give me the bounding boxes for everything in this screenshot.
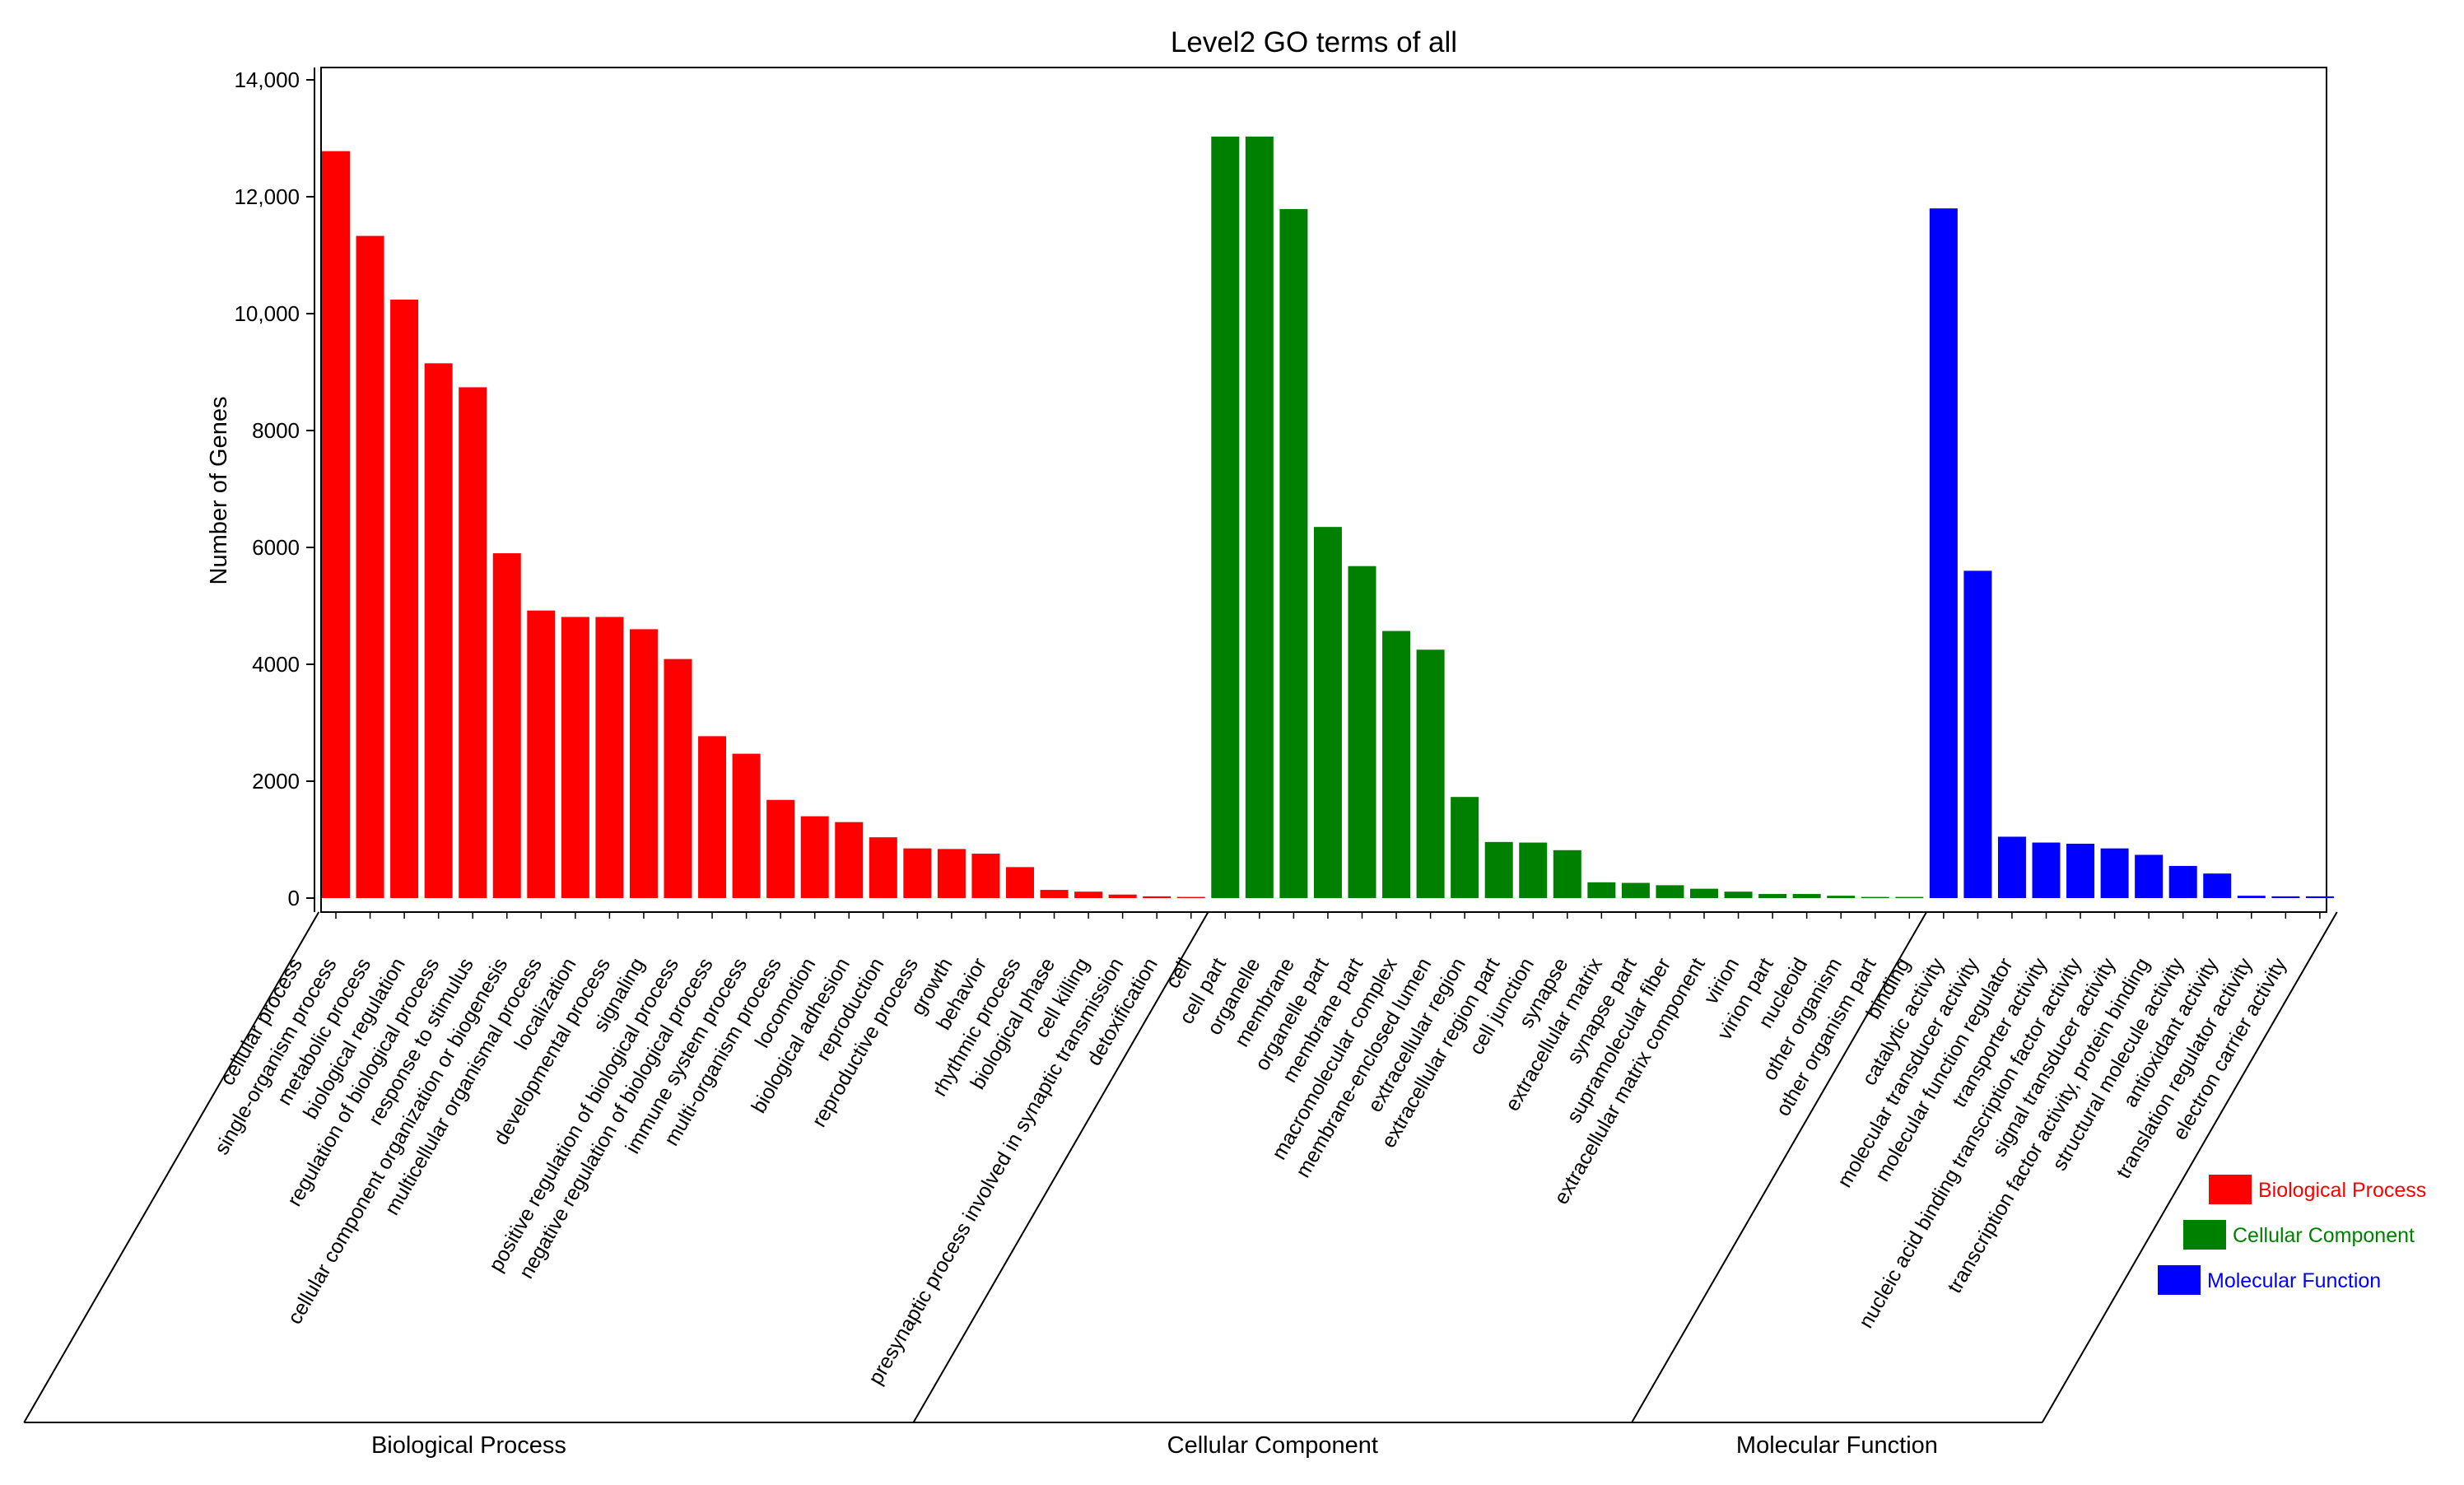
bar-membrane	[1313, 527, 1342, 898]
bar-response-to-stimulus	[492, 553, 521, 898]
bar-cell-junction	[1553, 850, 1581, 898]
bar-macromolecular-complex	[1416, 649, 1445, 898]
bar-locomotion	[835, 822, 864, 898]
bar-transcription-factor-activity-protein-binding	[2168, 865, 2197, 898]
bar-organelle	[1279, 208, 1308, 898]
legend-swatch-molecular-function	[2158, 1265, 2201, 1295]
group-separator-line	[23, 911, 320, 1423]
bar-nucleoid	[1827, 896, 1856, 898]
bar-reproduction	[903, 848, 932, 898]
bar-cellular-component-organization-or-biogenesis	[527, 610, 556, 898]
bar-developmental-process	[629, 629, 658, 898]
bar-extracellular-region	[1484, 841, 1513, 898]
bar-synapse	[1587, 882, 1616, 898]
bar-synapse-part	[1656, 885, 1684, 898]
bar-biological-adhesion	[869, 837, 897, 898]
bar-virion-part	[1792, 894, 1821, 898]
legend-label-biological-process: Biological Process	[2258, 1179, 2426, 1202]
bar-organelle-part	[1348, 566, 1376, 898]
bar-rhythmic-process	[1040, 890, 1069, 898]
y-tick-label: 14,000	[234, 68, 300, 92]
group-name-cellular-component: Cellular Component	[1167, 1432, 1378, 1459]
bar-supramolecular-fiber	[1690, 888, 1718, 898]
bar-catalytic-activity	[1963, 570, 1992, 898]
bar-presynaptic-process-involved-in-synaptic-transmission	[1143, 896, 1171, 898]
category-group-brackets: Biological Process Cellular Component Mole…	[23, 911, 2338, 1459]
bar-transporter-activity	[2066, 843, 2095, 898]
bar-negative-regulation-of-biological-process	[732, 753, 761, 898]
bar-extracellular-matrix	[1621, 882, 1650, 898]
chart-title: Level2 GO terms of all	[1171, 26, 1457, 58]
bar-extracellular-region-part	[1519, 842, 1548, 898]
bar-antioxidant-activity	[2237, 896, 2266, 898]
bar-regulation-of-biological-process	[459, 387, 487, 899]
bar-membrane-part	[1382, 631, 1411, 898]
bar-metabolic-process	[390, 299, 419, 899]
y-tick-label: 12,000	[234, 184, 300, 209]
bar-virion	[1758, 894, 1787, 898]
bar-multi-organism-process	[800, 816, 829, 898]
bar-nucleic-acid-binding-transcription-factor-activity	[2100, 848, 2129, 898]
legend: Biological Process Cellular Component Mole…	[2158, 1175, 2426, 1295]
plot-frame	[320, 67, 2327, 913]
bar-membrane-enclosed-lumen	[1451, 797, 1479, 898]
bar-cell-part	[1245, 136, 1274, 898]
bar-other-organism	[1861, 896, 1889, 898]
y-tick-label: 6000	[252, 535, 300, 560]
legend-label-molecular-function: Molecular Function	[2207, 1269, 2381, 1292]
bar-molecular-transducer-activity	[1997, 836, 2026, 898]
bar-signaling	[664, 659, 692, 898]
bar-series	[322, 136, 2334, 899]
group-separator-line	[912, 911, 1209, 1423]
bar-cellular-process	[322, 151, 350, 898]
bar-cell	[1211, 136, 1240, 898]
group-name-molecular-function: Molecular Function	[1736, 1432, 1938, 1459]
bar-structural-molecule-activity	[2203, 873, 2232, 898]
group-separator-line	[1631, 911, 1927, 1423]
bar-signal-transducer-activity	[2135, 854, 2164, 898]
legend-swatch-cellular-component	[2183, 1220, 2226, 1250]
bar-binding	[1929, 208, 1958, 898]
y-tick-label: 2000	[252, 769, 300, 794]
bar-electron-carrier-activity	[2305, 896, 2334, 898]
legend-swatch-biological-process	[2209, 1175, 2252, 1204]
x-tick-label: presynaptic process involved in synaptic…	[864, 954, 1128, 1389]
y-tick-label: 10,000	[234, 301, 300, 326]
bar-biological-phase	[1074, 891, 1103, 898]
bar-localization	[595, 617, 624, 898]
bar-molecular-function-regulator	[2032, 842, 2061, 898]
bar-single-organism-process	[356, 235, 384, 898]
y-axis-label: Number of Genes	[206, 397, 232, 585]
y-tick-label: 4000	[252, 652, 300, 677]
bar-detoxification	[1176, 896, 1205, 898]
bar-reproductive-process	[937, 849, 966, 898]
bar-positive-regulation-of-biological-process	[698, 736, 727, 898]
y-tick-label: 8000	[252, 418, 300, 443]
bar-extracellular-matrix-component	[1724, 891, 1753, 898]
group-name-biological-process: Biological Process	[371, 1432, 566, 1459]
y-axis-ticks: 0 2000 4000 6000 8000 10,000 12,000 14,000	[234, 68, 314, 910]
legend-label-cellular-component: Cellular Component	[2233, 1224, 2415, 1247]
y-tick-label: 0	[288, 886, 300, 910]
bar-translation-regulator-activity	[2271, 896, 2300, 898]
bar-immune-system-process	[766, 799, 795, 898]
bar-growth	[971, 854, 1000, 898]
bar-behavior	[1006, 867, 1034, 898]
bar-other-organism-part	[1895, 896, 1924, 898]
group-separator-line	[2041, 911, 2338, 1423]
bar-biological-regulation	[424, 363, 453, 899]
bar-cell-killing	[1108, 894, 1137, 898]
bar-multicellular-organismal-process	[561, 617, 589, 898]
